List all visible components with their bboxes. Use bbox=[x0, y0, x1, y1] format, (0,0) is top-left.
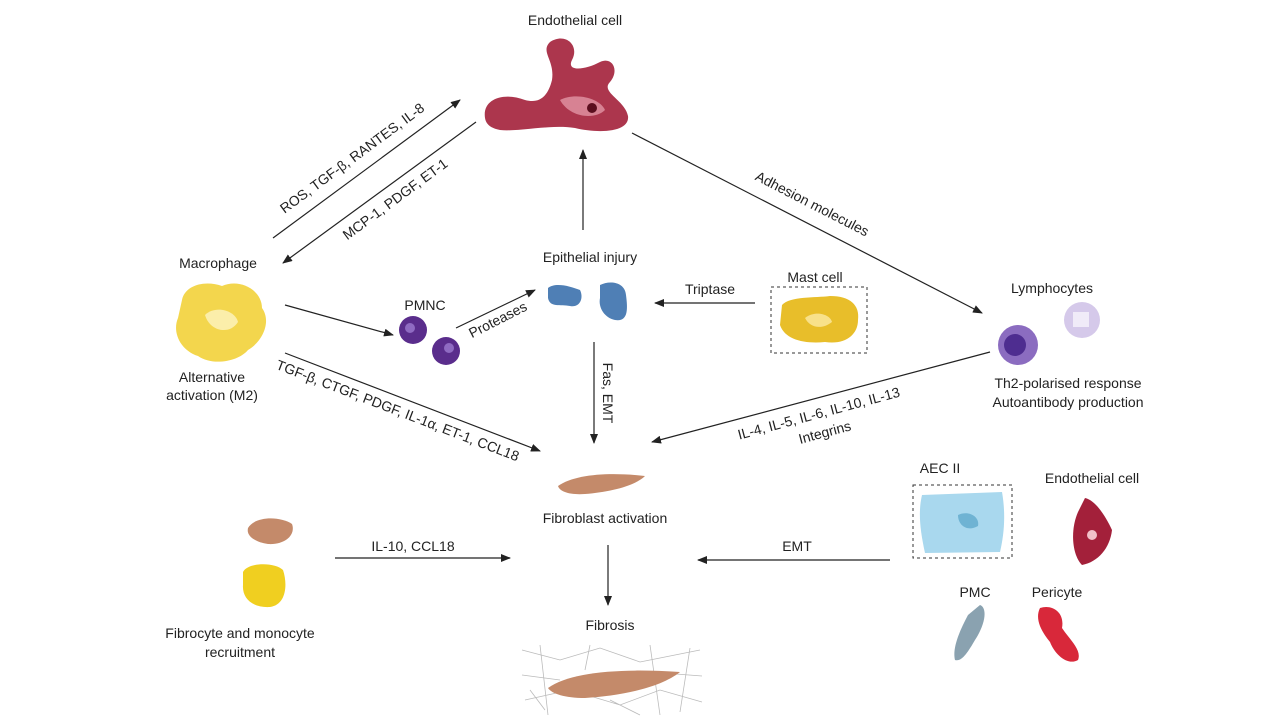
arrow-macrophage-to-fibroblast bbox=[284, 352, 541, 452]
aec2-box bbox=[912, 484, 1013, 559]
label-aec2: AEC II bbox=[920, 460, 960, 476]
arrow-macrophage-to-endothelial bbox=[272, 99, 461, 239]
endothelial-cell-right bbox=[1073, 498, 1112, 565]
arrow-proteases bbox=[455, 289, 536, 329]
arrow-macrophage-to-pmnc bbox=[284, 304, 394, 337]
label-lymphocytes: Lymphocytes bbox=[1011, 280, 1093, 296]
label-fibrocyte-1: Fibrocyte and monocyte bbox=[165, 625, 315, 641]
label-mast-cell: Mast cell bbox=[787, 269, 842, 285]
label-endothelial-cell-top: Endothelial cell bbox=[528, 12, 622, 28]
epithelial-cells bbox=[548, 282, 627, 321]
arrow-adhesion bbox=[631, 132, 983, 314]
label-endothelial-cell-right: Endothelial cell bbox=[1045, 470, 1139, 486]
label-epithelial-injury: Epithelial injury bbox=[543, 249, 637, 265]
label-triptase: Triptase bbox=[685, 281, 735, 297]
lymphocyte-cells bbox=[998, 302, 1100, 365]
pericyte-cell bbox=[1038, 606, 1079, 662]
label-th2-response: Th2-polarised response bbox=[994, 375, 1141, 391]
arrow-lymphocytes-to-fibroblast bbox=[651, 351, 991, 444]
label-macrophage-sub2: activation (M2) bbox=[166, 387, 258, 403]
label-autoantibody: Autoantibody production bbox=[993, 394, 1144, 410]
label-macrophage: Macrophage bbox=[179, 255, 257, 271]
label-tgf-ctgf: TGF-β, CTGF, PDGF, IL-1α, ET-1, CCL18 bbox=[274, 356, 522, 464]
aec2-cell bbox=[919, 492, 1005, 553]
label-il10-ccl18: IL-10, CCL18 bbox=[371, 538, 454, 554]
mast-cell-box bbox=[770, 286, 868, 354]
pmc-cell bbox=[954, 605, 985, 661]
fibrocyte-cells bbox=[242, 518, 293, 608]
label-fibroblast-activation: Fibroblast activation bbox=[543, 510, 668, 526]
label-pericyte: Pericyte bbox=[1032, 584, 1083, 600]
label-emt: EMT bbox=[782, 538, 812, 554]
fibrosis-mesh bbox=[521, 644, 703, 716]
pmnc-cells bbox=[399, 316, 460, 365]
label-fibrosis: Fibrosis bbox=[585, 617, 634, 633]
label-mcp1-pdgf: MCP-1, PDGF, ET-1 bbox=[340, 155, 451, 243]
label-fibrocyte-2: recruitment bbox=[205, 644, 275, 660]
macrophage-cell bbox=[176, 283, 267, 362]
arrow-endothelial-to-macrophage bbox=[282, 121, 477, 264]
label-pmnc: PMNC bbox=[404, 297, 445, 313]
mast-cell bbox=[780, 296, 859, 343]
label-fas-emt: Fas, EMT bbox=[600, 363, 616, 424]
fibroblast-cell bbox=[558, 474, 645, 495]
label-pmc: PMC bbox=[959, 584, 990, 600]
label-proteases: Proteases bbox=[466, 298, 529, 341]
label-adhesion-molecules: Adhesion molecules bbox=[753, 168, 872, 240]
label-macrophage-sub1: Alternative bbox=[179, 369, 245, 385]
endothelial-cell-top bbox=[484, 38, 629, 132]
